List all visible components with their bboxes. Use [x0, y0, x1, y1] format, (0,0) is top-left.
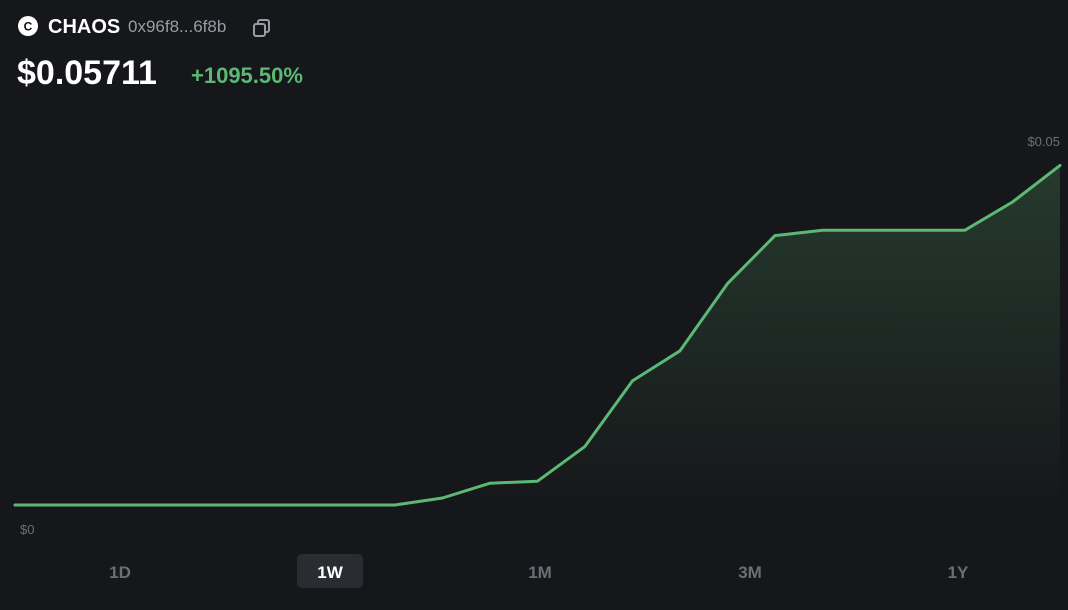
price-line: [13, 163, 1062, 507]
y-axis-label: $0: [20, 522, 34, 537]
token-icon: [18, 16, 38, 36]
copy-icon-front: [253, 23, 266, 37]
y-axis-label: $0.05: [1027, 134, 1060, 149]
price: $0.05711: [17, 54, 157, 92]
timeframe-selected-bg: [297, 554, 363, 588]
price-area: [15, 165, 1060, 505]
ticker: CHAOS: [48, 16, 120, 38]
timeframe-button[interactable]: 1Y: [948, 563, 969, 582]
copy-button[interactable]: [253, 19, 270, 37]
timeframe-button[interactable]: 1D: [109, 563, 131, 582]
contract-address: 0x96f8...6f8b: [128, 17, 226, 36]
token-icon-letter: C: [24, 20, 33, 34]
timeframe-button[interactable]: 3M: [738, 563, 762, 582]
price-change: +1095.50%: [191, 63, 303, 88]
timeframe-button[interactable]: 1M: [528, 563, 552, 582]
timeframe-button[interactable]: 1W: [317, 563, 343, 582]
